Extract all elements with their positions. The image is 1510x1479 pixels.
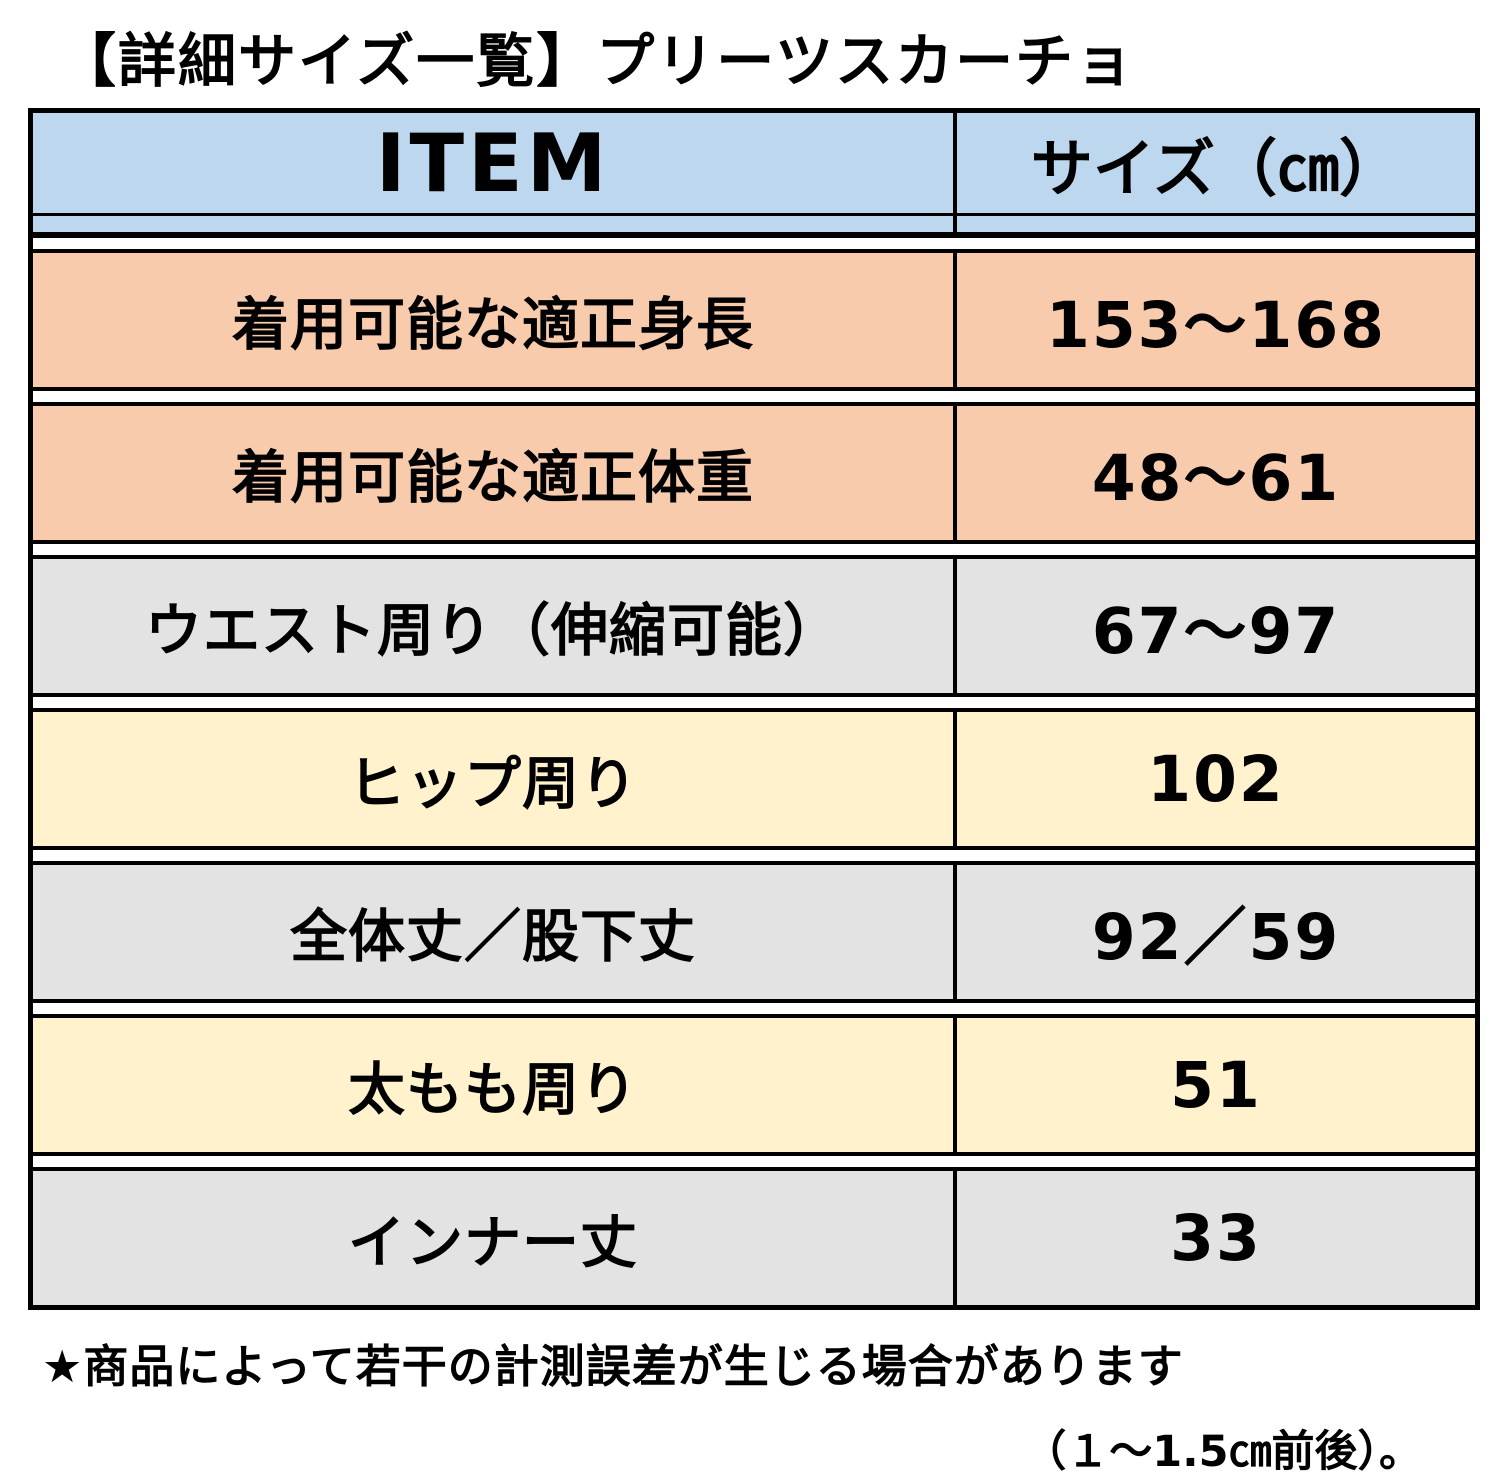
size-cell: 67～97 <box>1091 594 1341 668</box>
measurement-note: ★商品によって若干の計測誤差が生じる場合があります <box>42 1340 1184 1393</box>
item-cell: ウエスト周り（伸縮可能） <box>33 559 957 693</box>
table-row: 着用可能な適正体重 48～61 <box>33 402 1475 544</box>
header-cell-size: サイズ（㎝） <box>1030 132 1402 205</box>
size-table: ITEM サイズ（㎝） 着用可能な適正身長 153～168 着用可能な適正体重 … <box>28 108 1480 1310</box>
size-cell: 153～168 <box>1045 288 1386 362</box>
table-row: 太もも周り 51 <box>33 1014 1475 1156</box>
table-row: インナー丈 33 <box>33 1167 1475 1305</box>
table-row: ウエスト周り（伸縮可能） 67～97 <box>33 555 1475 697</box>
size-cell: 92／59 <box>1091 900 1341 974</box>
item-cell: 太もも周り <box>33 1018 957 1152</box>
measurement-note-range: （１～1.5㎝前後）。 <box>1023 1427 1422 1477</box>
item-cell: インナー丈 <box>33 1171 957 1305</box>
table-row: 全体丈／股下丈 92／59 <box>33 861 1475 1003</box>
header-strip <box>33 213 1475 232</box>
size-cell: 102 <box>1147 742 1285 816</box>
header-strip-size <box>957 216 1475 232</box>
size-cell: 48～61 <box>1091 441 1341 515</box>
size-cell: 51 <box>1170 1048 1262 1122</box>
table-row: 着用可能な適正身長 153～168 <box>33 249 1475 391</box>
table-header: ITEM サイズ（㎝） <box>33 113 1475 238</box>
table-row: ヒップ周り 102 <box>33 708 1475 850</box>
item-cell: 着用可能な適正体重 <box>33 406 957 540</box>
size-cell: 33 <box>1170 1201 1262 1275</box>
page-title: 【詳細サイズ一覧】プリーツスカーチョ <box>58 27 1136 95</box>
item-cell: 着用可能な適正身長 <box>33 253 957 387</box>
header-row: ITEM サイズ（㎝） <box>33 113 1475 213</box>
item-cell: 全体丈／股下丈 <box>33 865 957 999</box>
item-cell: ヒップ周り <box>33 712 957 846</box>
header-cell-item: ITEM <box>33 113 957 213</box>
header-strip-item <box>33 216 957 232</box>
